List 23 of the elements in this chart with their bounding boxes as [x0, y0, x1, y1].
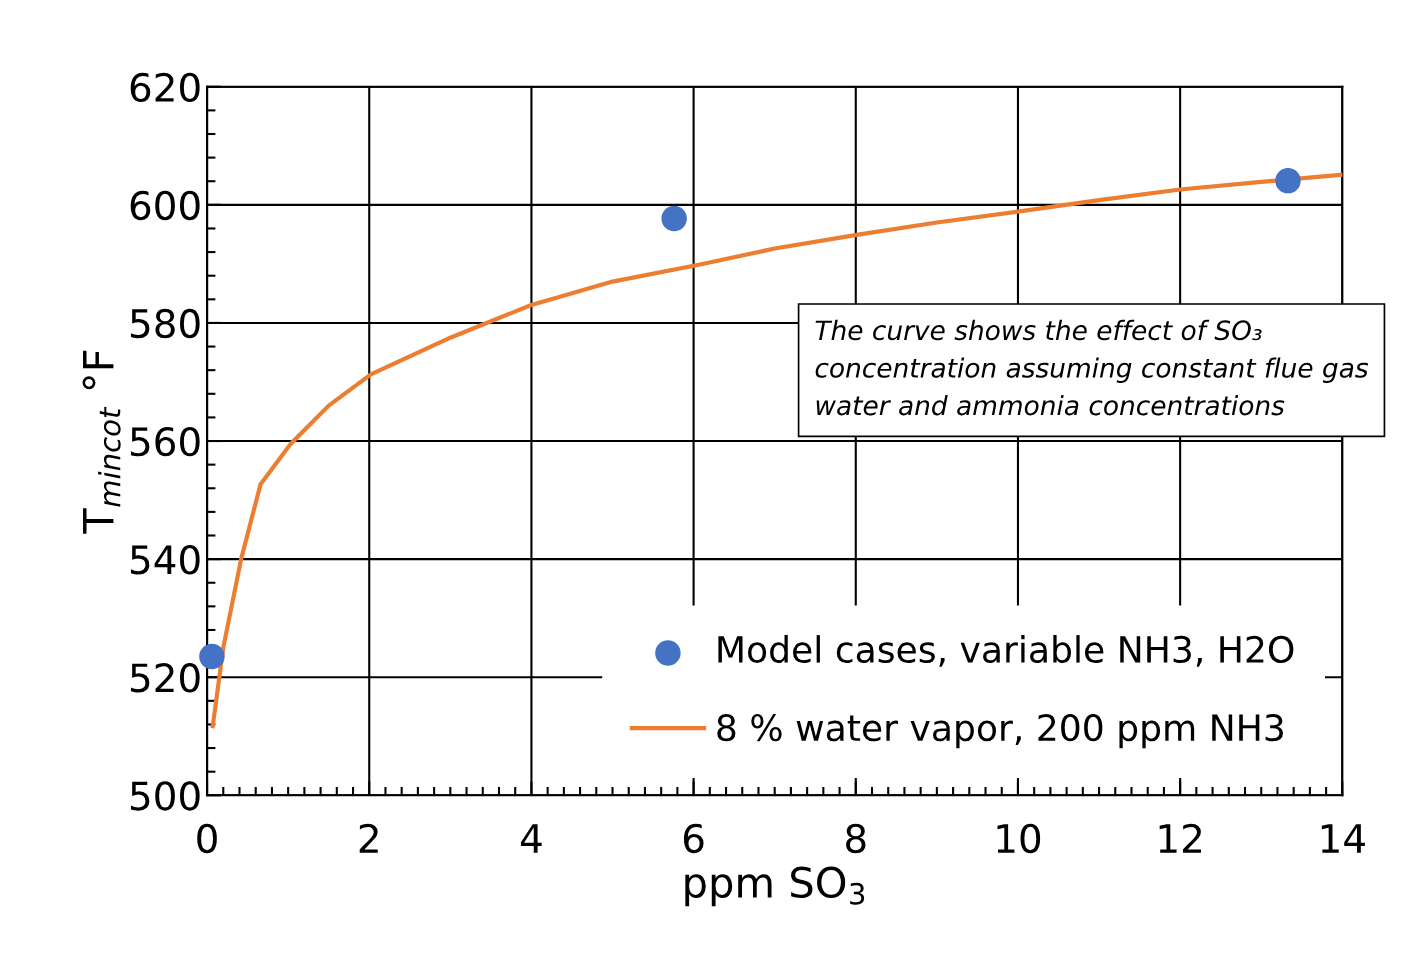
point	[1275, 167, 1301, 194]
x-tick-label: 0	[197, 823, 217, 854]
x-axis-title: ppm SO$_{3}$	[685, 866, 865, 907]
y-axis-title: T$_{mincot}$ °F	[82, 350, 121, 534]
y-tick-label: 580	[130, 308, 200, 339]
y-tick-label: 500	[130, 781, 200, 811]
point	[661, 205, 687, 232]
y-tick-label: 540	[130, 545, 200, 575]
annotation: The curve shows the effect of SO₃ concentration assuming constant flue gas water and ammonia concentrations	[815, 319, 1369, 416]
point	[199, 643, 225, 670]
x-tick-label: 8	[846, 823, 866, 854]
x-tick-label: 14	[1321, 824, 1365, 853]
legend-label: 8 % water vapor, 200 ppm NH3	[717, 714, 1283, 749]
y-tick-label: 520	[130, 663, 200, 693]
y-tick-label: 620	[130, 72, 200, 103]
x-tick-label: 12	[1159, 823, 1201, 853]
y-tick-label: 560	[130, 426, 200, 457]
x-tick-label: 2	[359, 823, 378, 853]
x-tick-label: 4	[520, 824, 542, 853]
legend-label: Model cases, variable NH3, H2O	[718, 635, 1294, 667]
x-tick-label: 6	[683, 823, 704, 854]
y-tick-label: 600	[130, 190, 200, 221]
x-tick-label: 10	[997, 823, 1041, 854]
